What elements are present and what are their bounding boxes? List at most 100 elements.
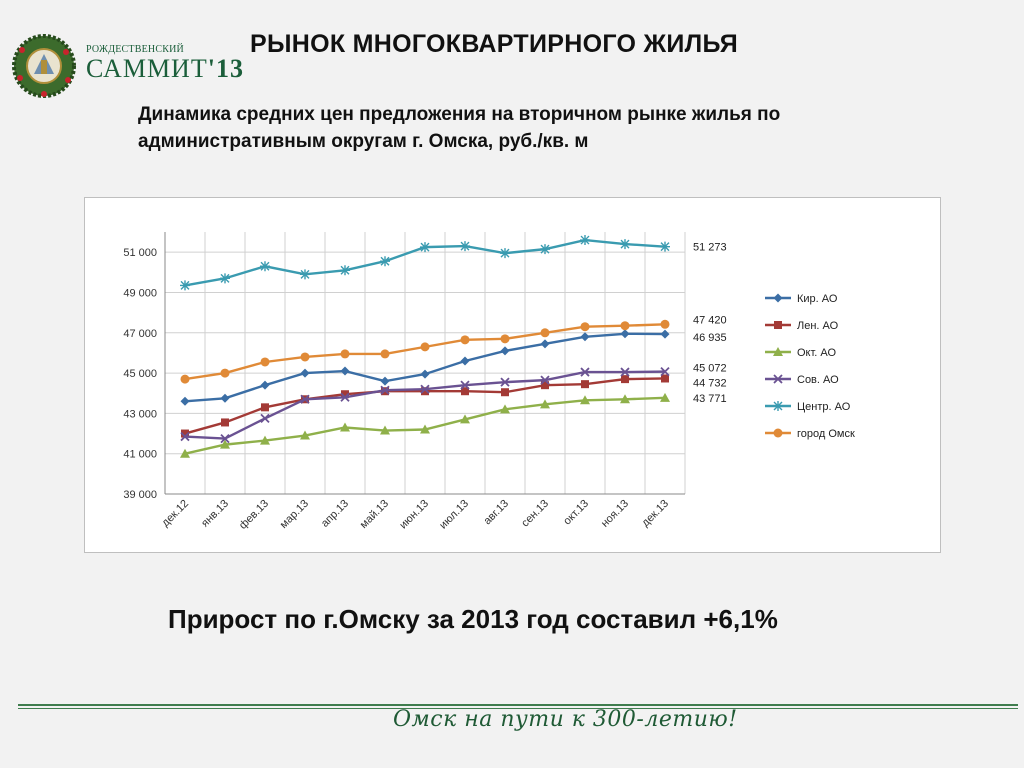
series-5 [180,319,670,384]
x-tick-label: май.13 [358,498,391,531]
legend-swatch-marker [773,293,783,303]
legend-item: Кир. АО [765,293,838,305]
legend-label: город Омск [797,428,855,440]
series-end-label: 43 771 [693,393,727,405]
data-point [660,366,670,377]
legend-swatch-marker [773,428,783,438]
data-point [220,433,230,444]
data-point [620,321,630,331]
x-tick-label: фев.13 [237,498,271,532]
summit-logo: РОЖДЕСТВЕНСКИЙ САММИТ'13 [6,24,243,100]
y-tick-label: 41 000 [123,449,157,461]
data-point [420,369,430,379]
data-point [260,380,270,390]
data-point [500,334,510,344]
data-point [460,414,470,424]
data-point [540,375,550,385]
data-point [380,349,390,359]
data-point [180,280,190,291]
data-point [380,256,390,267]
x-tick-label: дек.13 [640,498,672,530]
data-point [261,403,269,412]
data-point [540,328,550,338]
x-tick-label: дек.12 [160,498,192,530]
data-point [500,377,510,387]
data-point [540,399,550,409]
data-point [300,352,310,362]
data-point [340,349,350,359]
data-point [620,394,630,404]
footer-slogan: Омск на пути к 300-летию! [393,707,738,732]
data-point [421,387,429,396]
data-point [220,368,230,378]
data-point [181,429,189,438]
series-end-label: 51 273 [693,242,727,254]
footer-divider-thin [18,708,1018,709]
data-point [580,332,590,342]
legend-swatch-marker [773,401,783,411]
logo-top-text: РОЖДЕСТВЕНСКИЙ [86,44,184,55]
x-tick-label: мар.13 [278,498,311,531]
data-point [420,384,430,394]
chart-subtitle: Динамика средних цен предложения на втор… [138,104,781,152]
data-point [620,329,630,339]
data-point [380,385,390,395]
data-point [501,388,509,397]
data-point [460,241,470,252]
legend-item: Сов. АО [765,374,839,386]
data-point [340,392,350,402]
data-point [660,392,670,402]
data-point [180,374,190,384]
x-tick-label: окт.13 [561,498,591,528]
data-point [540,339,550,349]
data-point [300,269,310,280]
data-point [300,430,310,440]
data-point [300,394,310,404]
data-point [180,448,190,458]
legend-swatch-marker [773,347,783,356]
data-point [620,367,630,377]
y-tick-label: 49 000 [123,287,157,299]
legend-label: Окт. АО [797,347,837,359]
data-point [500,346,510,356]
data-point [500,404,510,414]
data-point [460,380,470,390]
y-tick-label: 47 000 [123,328,157,340]
data-point [660,319,670,329]
logo-main-text: САММИТ'13 [86,54,244,83]
logo-year: '13 [207,54,244,83]
data-point [580,322,590,332]
data-point [661,374,669,383]
legend-label: Сов. АО [797,374,839,386]
data-point [180,431,190,442]
y-tick-label: 39 000 [123,489,157,501]
series-end-label: 47 420 [693,314,727,326]
legend-label: Лен. АО [797,320,839,332]
data-point [620,239,630,250]
data-point [260,413,270,424]
price-line-chart: 39 000 41 000 43 000 45 000 47 000 49 000 51 0… [123,232,855,532]
data-point [660,241,670,252]
data-point [580,367,590,377]
data-point [340,265,350,276]
data-point [660,329,670,339]
data-point [500,248,510,259]
x-tick-label: ноя.13 [599,498,631,530]
x-tick-label: янв.13 [199,498,231,530]
data-point [180,396,190,406]
y-tick-label: 45 000 [123,368,157,380]
data-point [260,357,270,367]
data-point [260,435,270,445]
data-point [460,356,470,366]
legend-item: Центр. АО [765,401,851,413]
data-point [220,273,230,284]
series-end-label: 44 732 [693,377,727,389]
data-point [541,381,549,390]
data-point [581,380,589,389]
data-point [420,242,430,253]
data-point [221,418,229,427]
series-end-label: 46 935 [693,332,727,344]
x-tick-label: апр.13 [319,498,351,530]
data-point [380,376,390,386]
data-point [460,335,470,345]
